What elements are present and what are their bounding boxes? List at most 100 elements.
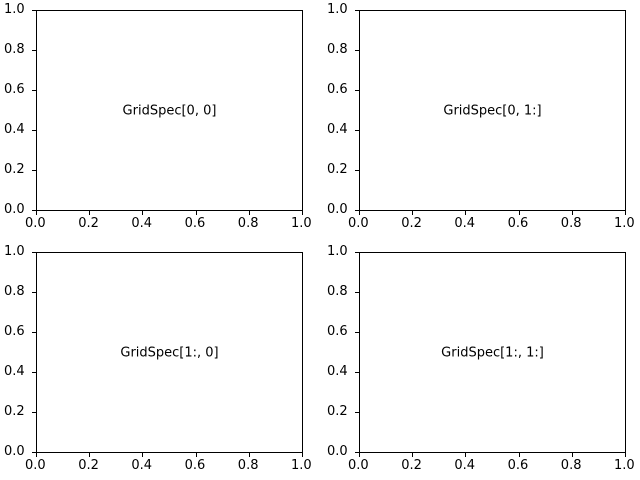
y-tick (355, 452, 359, 453)
x-tick-label: 1.0 (614, 458, 635, 473)
x-tick-label: 0.0 (25, 458, 46, 473)
x-tick (571, 453, 573, 457)
x-tick (142, 211, 144, 215)
y-tick (355, 332, 359, 333)
y-tick-label: 0.8 (327, 284, 348, 299)
y-tick (32, 10, 36, 11)
y-tick (32, 130, 36, 131)
axes-annotation: GridSpec[1:, 0] (120, 345, 219, 360)
x-tick-label: 0.6 (184, 216, 206, 231)
x-tick-label: 0.4 (131, 216, 153, 231)
y-tick-label: 0.0 (4, 444, 25, 459)
axes-panel (359, 10, 626, 211)
x-tick-label: 0.8 (560, 458, 582, 473)
x-tick (412, 211, 414, 215)
y-tick (32, 292, 36, 293)
y-tick-label: 0.0 (4, 202, 25, 217)
x-tick-label: 0.8 (237, 216, 259, 231)
y-tick-label: 0.2 (327, 162, 348, 177)
x-tick (89, 453, 91, 457)
x-tick (89, 211, 91, 215)
x-tick (248, 211, 250, 215)
y-tick-label: 0.6 (4, 324, 25, 339)
y-tick-label: 1.0 (327, 244, 348, 259)
x-tick-label: 0.2 (78, 458, 99, 473)
y-tick-label: 1.0 (4, 244, 25, 259)
x-tick-label: 0.8 (560, 216, 582, 231)
y-tick (355, 170, 359, 171)
x-tick-label: 0.2 (401, 458, 422, 473)
x-tick (248, 453, 250, 457)
y-tick-label: 0.4 (4, 364, 25, 379)
x-tick (302, 211, 303, 215)
axes-panel (36, 252, 303, 453)
y-tick (32, 210, 36, 211)
x-tick-label: 0.4 (454, 458, 476, 473)
x-tick-label: 0.0 (348, 458, 369, 473)
y-tick-label: 0.0 (327, 202, 348, 217)
y-tick (32, 90, 36, 91)
x-tick (36, 453, 37, 457)
axes-annotation: GridSpec[1:, 1:] (441, 345, 544, 360)
axes-annotation: GridSpec[0, 0] (122, 103, 217, 118)
x-tick (412, 453, 414, 457)
x-tick (302, 453, 303, 457)
y-tick (355, 50, 359, 51)
y-tick (355, 292, 359, 293)
x-tick (195, 211, 197, 215)
x-tick (465, 453, 467, 457)
y-tick (32, 50, 36, 51)
x-tick-label: 0.2 (78, 216, 99, 231)
axes-panel (36, 10, 303, 211)
x-tick (625, 453, 626, 457)
x-tick-label: 0.6 (507, 216, 529, 231)
y-tick-label: 0.4 (4, 122, 25, 137)
x-tick-label: 1.0 (291, 458, 312, 473)
y-tick (355, 130, 359, 131)
x-tick-label: 0.8 (237, 458, 259, 473)
x-tick-label: 0.4 (454, 216, 476, 231)
y-tick (32, 372, 36, 373)
y-tick-label: 1.0 (4, 2, 25, 17)
y-tick-label: 0.4 (327, 364, 348, 379)
x-tick (571, 211, 573, 215)
y-tick-label: 0.2 (327, 404, 348, 419)
y-tick (355, 90, 359, 91)
x-tick (359, 211, 360, 215)
y-tick (355, 210, 359, 211)
y-tick-label: 0.6 (327, 82, 348, 97)
x-tick-label: 0.6 (507, 458, 529, 473)
y-tick (355, 252, 359, 253)
x-tick (195, 453, 197, 457)
y-tick-label: 0.4 (327, 122, 348, 137)
y-tick-label: 0.8 (4, 284, 25, 299)
y-tick (355, 412, 359, 413)
y-tick (32, 332, 36, 333)
y-tick-label: 1.0 (327, 2, 348, 17)
x-tick (465, 211, 467, 215)
y-tick-label: 0.2 (4, 404, 25, 419)
y-tick (32, 252, 36, 253)
x-tick-label: 0.4 (131, 458, 153, 473)
y-tick-label: 0.6 (327, 324, 348, 339)
y-tick (32, 452, 36, 453)
y-tick (32, 170, 36, 171)
x-tick (518, 211, 520, 215)
axes-panel (359, 252, 626, 453)
x-tick-label: 0.0 (25, 216, 46, 231)
x-tick (142, 453, 144, 457)
y-tick-label: 0.8 (327, 42, 348, 57)
y-tick (32, 412, 36, 413)
x-tick-label: 0.0 (348, 216, 369, 231)
x-tick-label: 0.2 (401, 216, 422, 231)
x-tick (359, 453, 360, 457)
y-tick-label: 0.8 (4, 42, 25, 57)
x-tick (518, 453, 520, 457)
x-tick-label: 1.0 (614, 216, 635, 231)
x-tick-label: 0.6 (184, 458, 206, 473)
y-tick (355, 10, 359, 11)
axes-annotation: GridSpec[0, 1:] (443, 103, 542, 118)
y-tick (355, 372, 359, 373)
y-tick-label: 0.0 (327, 444, 348, 459)
x-tick (625, 211, 626, 215)
